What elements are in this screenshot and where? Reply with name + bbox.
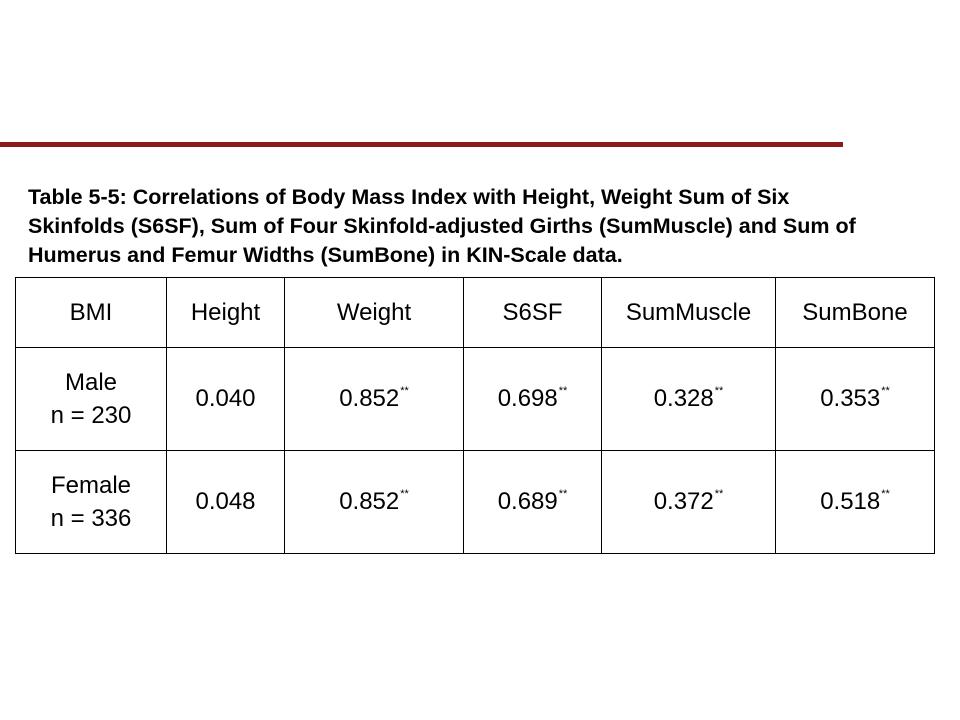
significance-mark: ** [558,385,568,397]
value-cell: 0.518** [775,450,935,554]
value: 0.048 [195,488,256,515]
value: 0.689 [497,488,558,515]
value: 0.040 [195,385,256,412]
divider-rule [0,142,843,147]
row-label: n = 336 [50,505,132,532]
value: 0.698 [497,385,558,412]
header-cell: Height [166,277,285,348]
significance-mark: ** [714,385,724,397]
row-label-cell: Male n = 230 [15,347,167,451]
significance-mark: ** [400,488,409,500]
header-row: BMI Height Weight S6SF SumMuscle SumBone [15,277,935,348]
value: 0.372 [653,488,714,515]
body-row: Male n = 230 0.040 0.852** 0.698** 0.328** 0.3… [15,347,935,451]
value: 0.353 [820,385,881,412]
value: 0.852 [339,488,400,515]
caption-line: Table 5-5: Correlations of Body Mass Ind… [28,185,790,209]
caption-line: Skinfolds (S6SF), Sum of Four Skinfold-a… [28,214,856,238]
header-cell: BMI [15,277,167,348]
value-cell: 0.372** [601,450,776,554]
value-cell: 0.048 [166,450,285,554]
significance-mark: ** [558,488,568,500]
significance-mark: ** [881,385,890,397]
data-table: BMI Height Weight S6SF SumMuscle SumBone Male n… [15,277,935,554]
significance-mark: ** [714,488,724,500]
header-cell: SumBone [775,277,935,348]
row-label-cell: Female n = 336 [15,450,167,554]
value-cell: 0.852** [284,347,464,451]
header-cell: S6SF [463,277,602,348]
header-cell: SumMuscle [601,277,776,348]
value-cell: 0.852** [284,450,464,554]
value: 0.852 [339,385,400,412]
body-row: Female n = 336 0.048 0.852** 0.689** 0.372** 0… [15,450,935,554]
header-cell: Weight [284,277,464,348]
significance-mark: ** [400,385,409,397]
value-cell: 0.698** [463,347,602,451]
significance-mark: ** [881,488,890,500]
row-label: Male [64,369,118,396]
value-cell: 0.328** [601,347,776,451]
value: 0.328 [653,385,714,412]
caption: Table 5-5: Correlations of Body Mass Ind… [28,183,856,270]
value-cell: 0.040 [166,347,285,451]
value-cell: 0.689** [463,450,602,554]
value-cell: 0.353** [775,347,935,451]
value: 0.518 [820,488,881,515]
row-label: Female [50,472,132,499]
caption-line: Humerus and Femur Widths (SumBone) in KI… [28,243,623,267]
row-label: n = 230 [50,402,132,429]
